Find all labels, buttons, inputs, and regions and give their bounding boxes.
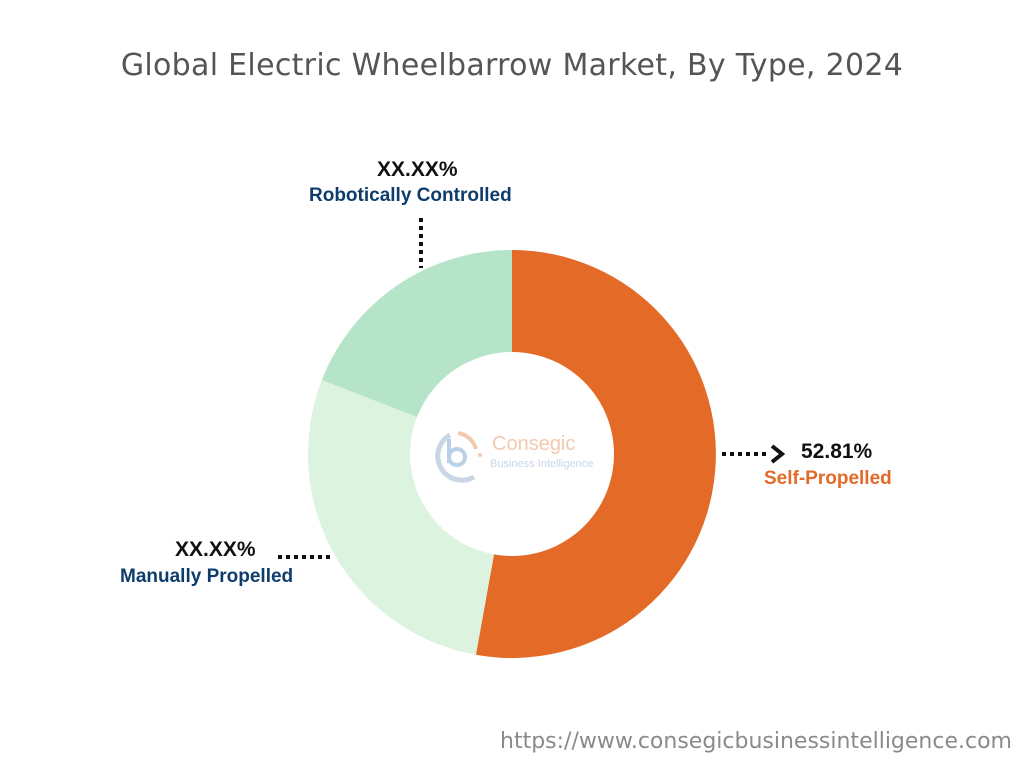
arrow-head-icon: [770, 444, 786, 464]
logo-tagline: Business Intelligence: [490, 458, 594, 470]
label-robotic-name: Robotically Controlled: [309, 185, 512, 206]
logo-name: Consegic: [492, 433, 576, 455]
slice-robotically-controlled: [321, 250, 512, 417]
label-self-name: Self-Propelled: [764, 468, 892, 489]
consegic-logo: Consegic Business Intelligence: [430, 425, 630, 485]
source-url: https://www.consegicbusinessintelligence…: [500, 729, 1012, 754]
slice-manually-propelled: [307, 380, 494, 655]
label-robotic-percent: XX.XX%: [377, 158, 458, 181]
slice-self-propelled: [475, 250, 716, 658]
label-self-percent: 52.81%: [801, 440, 873, 463]
label-manual-percent: XX.XX%: [175, 538, 256, 561]
label-manual-name: Manually Propelled: [120, 566, 294, 587]
logo-mark-icon: [435, 431, 482, 483]
chart-title: Global Electric Wheelbarrow Market, By T…: [120, 48, 904, 83]
